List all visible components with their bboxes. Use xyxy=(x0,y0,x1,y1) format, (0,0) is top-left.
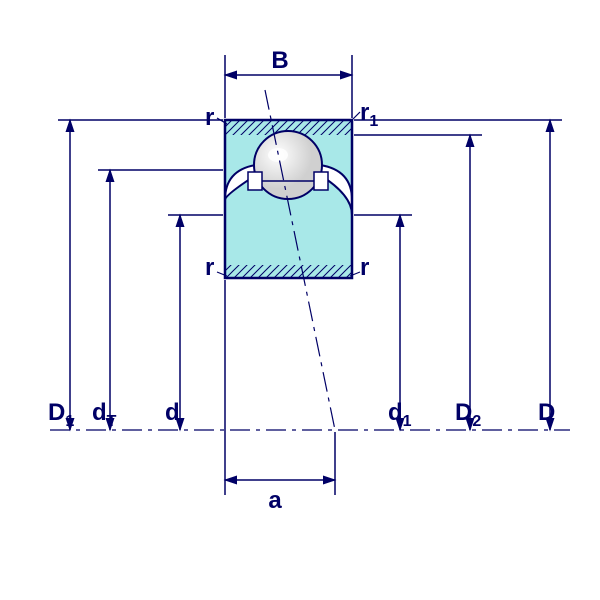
svg-text:r1: r1 xyxy=(360,99,378,130)
svg-text:dT: dT xyxy=(92,399,117,430)
bearing-diagram: B a r r1 r r D1 dT d xyxy=(0,0,600,600)
label-r-tr: r1 xyxy=(360,99,378,130)
svg-text:d1: d1 xyxy=(388,399,412,430)
dim-D1 xyxy=(58,120,223,430)
label-dT: dT xyxy=(92,399,117,430)
dim-a xyxy=(225,280,335,495)
ball xyxy=(254,131,322,199)
dim-d xyxy=(168,215,223,430)
dim-D xyxy=(354,120,562,430)
svg-text:D2: D2 xyxy=(455,399,481,430)
label-r-tl: r xyxy=(205,104,214,131)
label-r-br: r xyxy=(360,254,369,281)
label-D2: D2 xyxy=(455,399,481,430)
label-B: B xyxy=(271,47,288,74)
label-d1: d1 xyxy=(388,399,412,430)
dim-dT xyxy=(98,170,223,430)
dim-D2 xyxy=(354,135,482,430)
label-D: D xyxy=(538,399,555,426)
label-r-bl: r xyxy=(205,254,214,281)
label-d: d xyxy=(165,399,180,426)
label-a: a xyxy=(268,487,282,514)
dim-d1 xyxy=(354,215,412,430)
